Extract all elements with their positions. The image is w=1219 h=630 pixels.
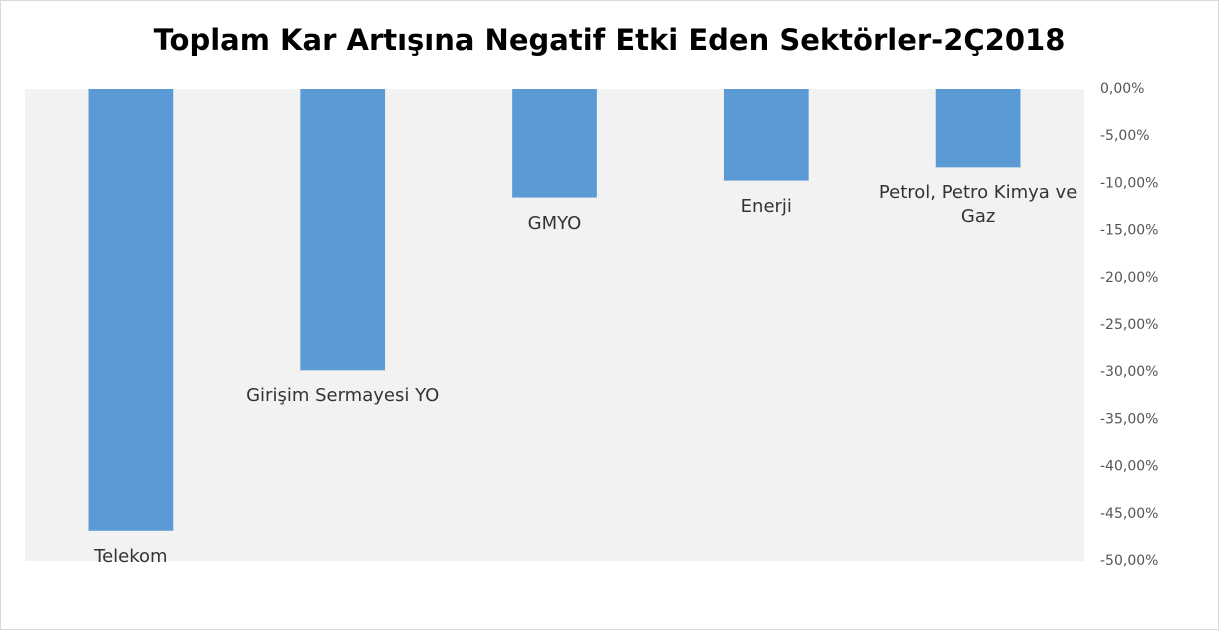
bar bbox=[723, 89, 809, 181]
y-tick-label: -25,00% bbox=[1100, 317, 1158, 333]
category-label: Petrol, Petro Kimya ve Gaz bbox=[878, 182, 1078, 228]
y-tick-label: -40,00% bbox=[1100, 459, 1158, 475]
y-tick-label: -20,00% bbox=[1100, 270, 1158, 286]
category-label: GMYO bbox=[527, 212, 582, 234]
y-tick-label: 0,00% bbox=[1100, 81, 1144, 97]
y-tick-label: -30,00% bbox=[1100, 364, 1158, 380]
y-tick-label: -15,00% bbox=[1100, 223, 1158, 239]
y-tick-label: -45,00% bbox=[1100, 506, 1158, 522]
category-label: Telekom bbox=[94, 545, 168, 567]
category-label: Girişim Sermayesi YO bbox=[246, 385, 440, 407]
category-label: Enerji bbox=[740, 195, 792, 217]
y-tick-label: -10,00% bbox=[1100, 175, 1158, 191]
y-tick-label: -35,00% bbox=[1100, 411, 1158, 427]
bar bbox=[935, 89, 1021, 168]
bar bbox=[512, 89, 597, 198]
chart-title: Toplam Kar Artışına Negatif Etki Eden Se… bbox=[153, 23, 1066, 57]
bar bbox=[300, 89, 386, 371]
y-tick-label: -50,00% bbox=[1100, 553, 1158, 569]
bar bbox=[88, 89, 174, 531]
y-tick-label: -5,00% bbox=[1100, 128, 1150, 144]
